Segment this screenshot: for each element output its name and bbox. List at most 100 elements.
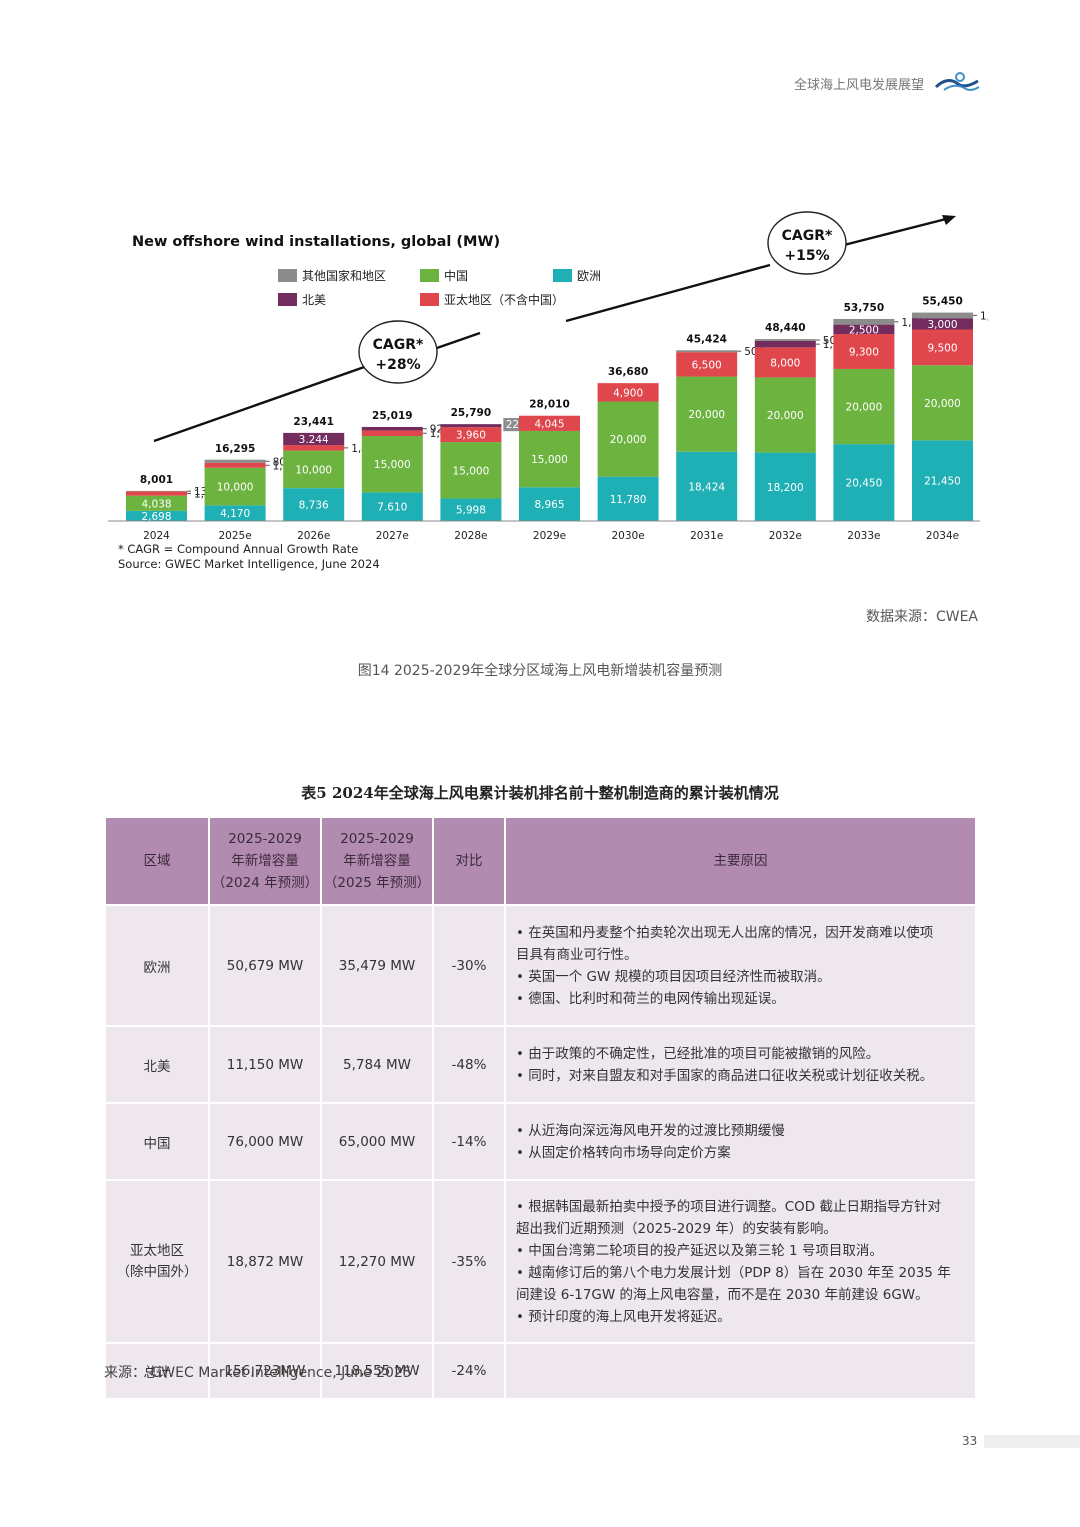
data-label: 20,000 xyxy=(610,434,647,446)
total-label: 25,019 xyxy=(372,410,413,422)
change-cell: -24% xyxy=(432,1342,506,1400)
bar-segment-apac xyxy=(754,347,816,378)
chart-footnote: * CAGR = Compound Annual Growth Rate xyxy=(118,542,358,556)
bar-segment-others xyxy=(912,312,973,319)
data-label: 11,780 xyxy=(610,494,647,506)
bar-segment-na xyxy=(283,432,345,446)
bar-segment-na xyxy=(754,340,816,348)
x-tick-label: 2028e xyxy=(454,530,487,542)
legend-label: 欧洲 xyxy=(577,269,601,283)
legend-swatch xyxy=(278,269,297,282)
data-label: 20,000 xyxy=(924,398,961,410)
x-tick-label: 2026e xyxy=(297,530,330,542)
value-2024-cell: 11,150 MW xyxy=(208,1025,322,1104)
data-label: 2,698 xyxy=(141,511,171,523)
total-label: 53,750 xyxy=(844,302,885,314)
data-label: 5,998 xyxy=(456,505,486,517)
table-source: 来源： GWEC Market Intelligence, June 2025 xyxy=(104,1365,412,1381)
total-label: 28,010 xyxy=(529,399,570,411)
bar-segment-apac xyxy=(833,334,895,369)
x-tick-label: 2027e xyxy=(376,530,409,542)
data-label: 8,736 xyxy=(299,500,329,512)
table-row: 中国 76,000 MW 65,000 MW -14% • 从近海向深远海风电开… xyxy=(104,1102,977,1181)
bar-segment-na xyxy=(912,318,973,330)
data-label: 3,960 xyxy=(456,430,486,442)
header-title: 全球海上风电发展展望 xyxy=(793,78,924,93)
data-label: 18,200 xyxy=(767,482,804,494)
bar-segment-china xyxy=(754,377,816,453)
trend-line xyxy=(153,363,371,443)
bar-segment-china xyxy=(126,495,187,511)
legend-swatch xyxy=(278,293,297,306)
data-label: 4,045 xyxy=(534,418,564,430)
data-label: 9,300 xyxy=(849,346,879,358)
data-label: 2,500 xyxy=(849,324,879,336)
bar-segment-europe xyxy=(912,440,973,521)
total-label: 45,424 xyxy=(686,333,727,345)
bar-segment-others xyxy=(833,318,895,325)
data-label: 15,000 xyxy=(531,454,568,466)
legend-label: 亚太地区（不含中国） xyxy=(444,292,564,307)
value-2025-cell: 35,479 MW xyxy=(320,904,434,1027)
value-2024-cell: 76,000 MW xyxy=(208,1102,322,1181)
value-2024-cell: 18,872 MW xyxy=(208,1179,322,1344)
data-label: 22 xyxy=(506,419,519,431)
data-label: 3.244 xyxy=(299,434,329,446)
table-title: 表5 2024年全球海上风电累计装机排名前十整机制造商的累计装机情况 xyxy=(301,784,779,802)
legend-swatch xyxy=(420,293,439,306)
total-label: 36,680 xyxy=(608,366,649,378)
x-tick-label: 2024 xyxy=(143,530,170,542)
change-cell: -35% xyxy=(432,1179,506,1344)
bar-segment-europe xyxy=(676,451,738,521)
bar-segment-apac xyxy=(440,427,502,443)
wave-logo-icon xyxy=(934,72,980,92)
data-label: 8,000 xyxy=(770,357,800,369)
data-label: 15,000 xyxy=(453,465,490,477)
value-2024-cell: 50,679 MW xyxy=(208,904,322,1027)
reason-cell: • 由于政策的不确定性，已经批准的项目可能被撤销的风险。 • 同时，对来自盟友和对… xyxy=(504,1025,977,1104)
table-row: 欧洲 50,679 MW 35,479 MW -30% • 在英国和丹麦整个拍卖… xyxy=(104,904,977,1027)
reason-cell: • 从近海向深远海风电开发的过渡比预期缓慢 • 从固定价格转向市场导向定价方案 xyxy=(504,1102,977,1181)
header-reason: 主要原因 xyxy=(504,816,977,906)
legend-label: 其他国家和地区 xyxy=(302,268,386,283)
bar-segment-na xyxy=(833,324,895,335)
legend-swatch xyxy=(553,269,572,282)
reason-cell: • 在英国和丹麦整个拍卖轮次出现无人出席的情况，因开发商难以使项 目具有商业可行性… xyxy=(504,904,977,1027)
bar-segment-others xyxy=(676,350,738,353)
arrow-head-icon xyxy=(942,215,956,225)
cagr-bubble xyxy=(358,320,438,384)
bar-segment-europe xyxy=(440,498,502,521)
header-2024-forecast: 2025-2029 年新增容量 （2024 年预测） xyxy=(208,816,322,906)
data-label: 10,000 xyxy=(295,464,332,476)
region-cell: 欧洲 xyxy=(104,904,210,1027)
table-row: 亚太地区 （除中国外） 18,872 MW 12,270 MW -35% • 根据… xyxy=(104,1179,977,1344)
total-label: 25,790 xyxy=(451,407,492,419)
bar-segment-china xyxy=(204,467,266,506)
x-tick-label: 2030e xyxy=(612,530,645,542)
x-tick-label: 2034e xyxy=(926,530,959,542)
chart-source-label: 数据来源：CWEA xyxy=(865,609,978,625)
bar-segment-apac xyxy=(912,329,973,366)
change-cell: -14% xyxy=(432,1102,506,1181)
bar-segment-europe xyxy=(597,476,659,521)
total-label: 48,440 xyxy=(765,322,806,334)
page-number: 33 xyxy=(962,1434,978,1448)
bar-segment-china xyxy=(676,376,738,452)
bar-segment-china xyxy=(912,365,973,441)
change-cell: -30% xyxy=(432,904,506,1027)
change-cell: -48% xyxy=(432,1025,506,1104)
offshore-wind-chart: New offshore wind installations, global … xyxy=(108,211,988,571)
bar-segment-na xyxy=(361,426,423,431)
legend-swatch xyxy=(420,269,439,282)
data-label: 20,000 xyxy=(688,409,725,421)
bar-segment-china xyxy=(440,442,502,499)
reason-cell xyxy=(504,1342,977,1400)
data-label: 8,965 xyxy=(534,499,564,511)
header-region: 区域 xyxy=(104,816,210,906)
data-label: 4,900 xyxy=(613,387,643,399)
data-label: 18,424 xyxy=(688,481,725,493)
region-cell: 北美 xyxy=(104,1025,210,1104)
bar-segment-china xyxy=(833,368,895,445)
cagr-label: CAGR* xyxy=(782,228,833,244)
data-label-box xyxy=(503,418,522,432)
